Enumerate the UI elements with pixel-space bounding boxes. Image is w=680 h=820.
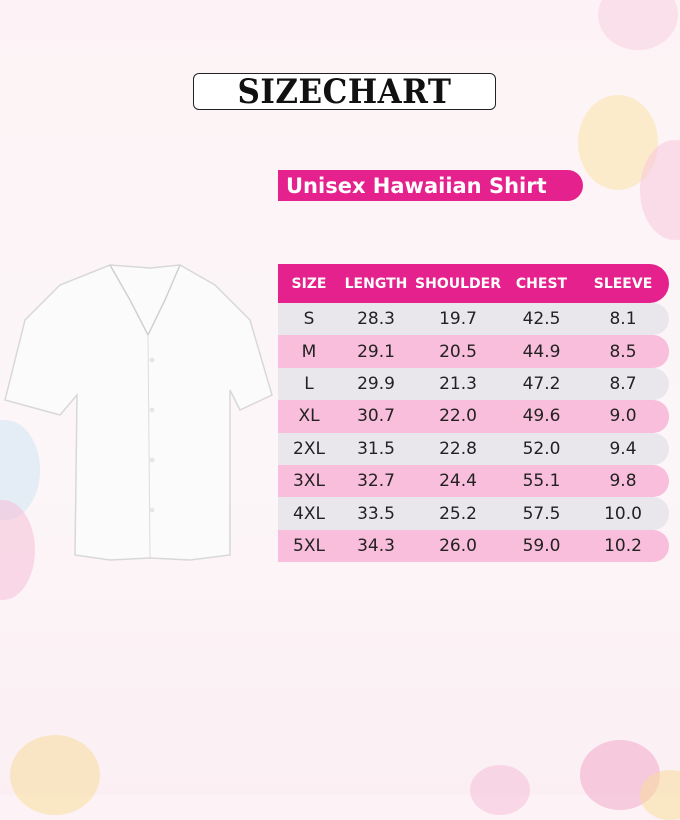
table-cell-size: 4XL: [293, 503, 325, 524]
table-cell-chest: 59.0: [522, 535, 561, 556]
table-cell-shoulder: 22.0: [439, 406, 477, 427]
table-cell-chest: 52.0: [522, 438, 561, 459]
table-cell-length: 28.3: [357, 309, 395, 330]
table-cell-shoulder: 22.8: [439, 438, 477, 459]
table-row: M 29.1 20.5 44.9 8.5: [278, 335, 669, 368]
table-cell-sleeve: 10.0: [604, 503, 642, 524]
table-cell-shoulder: 25.2: [439, 503, 477, 524]
table-cell-length: 33.5: [357, 503, 395, 524]
size-table: SIZE LENGTH SHOULDER CHEST SLEEVE S 28.3 1…: [278, 264, 669, 563]
table-row: 3XL 32.7 24.4 55.1 9.8: [278, 464, 669, 498]
table-cell-sleeve: 8.7: [609, 373, 637, 394]
header-sleeve: SLEEVE: [593, 275, 653, 292]
balloon-decoration: [470, 765, 530, 815]
table-cell-length: 34.3: [357, 535, 395, 556]
table-row: XL 30.7 22.0 49.6 9.0: [278, 400, 669, 433]
table-cell-chest: 49.6: [522, 406, 561, 427]
table-cell-length: 29.1: [357, 341, 395, 362]
table-cell-sleeve: 8.5: [609, 341, 637, 362]
table-cell-sleeve: 9.0: [609, 406, 637, 427]
table-cell-shoulder: 21.3: [439, 373, 477, 394]
table-cell-length: 32.7: [357, 471, 395, 492]
size-chart-title: SIZECHART: [193, 71, 496, 112]
table-cell-size: S: [303, 309, 315, 330]
product-name-banner: Unisex Hawaiian Shirt: [278, 170, 583, 201]
table-cell-sleeve: 9.8: [609, 471, 637, 492]
table-cell-chest: 57.5: [522, 503, 561, 524]
table-cell-size: 3XL: [293, 471, 325, 492]
table-cell-chest: 42.5: [522, 309, 561, 330]
table-row: 4XL 33.5 25.2 57.5 10.0: [278, 497, 669, 530]
table-cell-sleeve: 10.2: [604, 535, 642, 556]
table-cell-chest: 55.1: [522, 471, 561, 492]
table-row: 2XL 31.5 22.8 52.0 9.4: [278, 432, 669, 465]
table-cell-shoulder: 20.5: [439, 341, 477, 362]
shirt-image: [200, 255, 275, 565]
header-size: SIZE: [291, 275, 327, 292]
table-header-row: SIZE LENGTH SHOULDER CHEST SLEEVE: [278, 264, 669, 303]
header-length: LENGTH: [344, 275, 408, 292]
balloon-decoration: [598, 0, 678, 50]
table-cell-size: XL: [298, 406, 320, 427]
balloon-decoration: [0, 500, 35, 600]
table-cell-size: L: [304, 373, 314, 394]
table-cell-chest: 44.9: [522, 341, 561, 362]
header-chest: CHEST: [515, 275, 568, 292]
table-row: 5XL 34.3 26.0 59.0 10.2: [278, 529, 669, 563]
table-cell-size: 2XL: [293, 438, 325, 459]
table-cell-length: 30.7: [357, 406, 395, 427]
table-cell-shoulder: 26.0: [439, 535, 477, 556]
table-cell-chest: 47.2: [522, 373, 561, 394]
table-cell-size: 5XL: [293, 535, 325, 556]
table-row: L 29.9 21.3 47.2 8.7: [278, 367, 669, 401]
balloon-decoration: [10, 735, 100, 815]
title-text: SIZECHART: [237, 71, 452, 112]
table-row: S 28.3 19.7 42.5 8.1: [278, 303, 669, 336]
table-cell-shoulder: 24.4: [439, 471, 477, 492]
table-cell-sleeve: 8.1: [609, 309, 637, 330]
table-cell-shoulder: 19.7: [439, 309, 477, 330]
table-cell-length: 29.9: [357, 373, 395, 394]
header-shoulder: SHOULDER: [415, 275, 501, 292]
table-cell-size: M: [301, 341, 317, 362]
table-cell-length: 31.5: [357, 438, 395, 459]
table-cell-sleeve: 9.4: [609, 438, 637, 459]
